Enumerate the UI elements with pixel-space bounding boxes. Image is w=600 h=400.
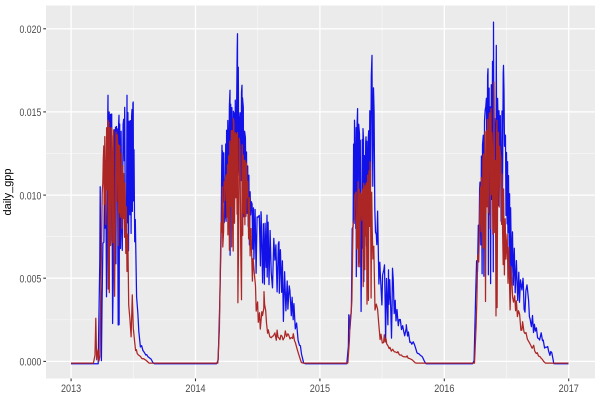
svg-text:0.005: 0.005 (20, 274, 42, 286)
svg-text:daily_gpp: daily_gpp (2, 168, 14, 215)
svg-text:2014: 2014 (185, 383, 205, 395)
svg-text:0.020: 0.020 (20, 24, 42, 36)
svg-text:2016: 2016 (434, 383, 454, 395)
svg-text:0.010: 0.010 (20, 190, 42, 202)
svg-text:0.015: 0.015 (20, 107, 42, 119)
svg-text:2015: 2015 (310, 383, 330, 395)
svg-text:2013: 2013 (61, 383, 81, 395)
svg-text:0.000: 0.000 (20, 357, 42, 369)
svg-text:2017: 2017 (559, 383, 579, 395)
